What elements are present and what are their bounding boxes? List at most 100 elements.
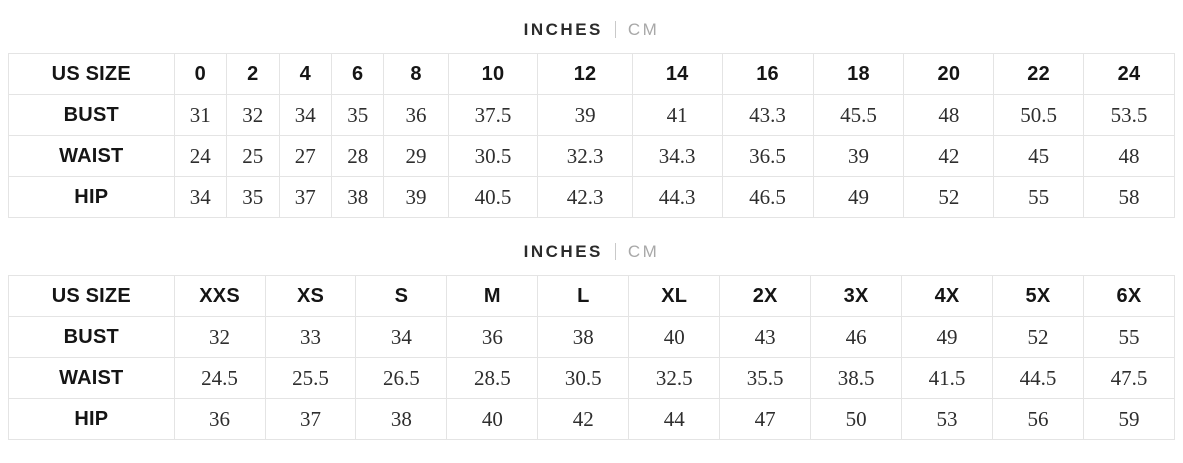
size-header-row: US SIZE XXS XS S M L XL 2X 3X 4X 5X 6X: [8, 275, 1176, 317]
size-column-header: 6X: [1082, 275, 1176, 317]
measurement-value: 44.3: [631, 176, 723, 218]
measurement-row: WAIST 24 25 27 28 29 30.5 32.3 34.3 36.5 39 42 45 48: [8, 135, 1175, 177]
measurement-value: 46.5: [721, 176, 814, 218]
measurement-value: 41: [631, 94, 723, 136]
measurement-value: 39: [383, 176, 449, 218]
measurement-label: BUST: [8, 94, 175, 136]
measurement-value: 32.5: [628, 357, 721, 399]
us-size-header: US SIZE: [8, 275, 175, 317]
size-column-header: S: [355, 275, 448, 317]
size-column-header: 24: [1083, 53, 1175, 95]
measurement-value: 36.5: [721, 135, 814, 177]
measurement-value: 34: [173, 176, 228, 218]
measurement-value: 38: [537, 316, 630, 358]
size-column-header: 20: [903, 53, 995, 95]
measurement-value: 52: [903, 176, 995, 218]
size-column-header: 6: [330, 53, 385, 95]
unit-cm-button[interactable]: CM: [627, 242, 660, 261]
measurement-value: 48: [903, 94, 995, 136]
measurement-value: 36: [383, 94, 449, 136]
alpha-size-table: US SIZE XXS XS S M L XL 2X 3X 4X 5X 6X BUST 32 33 34 36 3…: [8, 275, 1176, 440]
size-column-header: 10: [447, 53, 539, 95]
size-column-header: XXS: [173, 275, 266, 317]
measurement-value: 58: [1083, 176, 1175, 218]
measurement-value: 40: [628, 316, 721, 358]
size-column-header: M: [446, 275, 539, 317]
measurement-value: 47.5: [1082, 357, 1176, 399]
measurement-value: 38.5: [810, 357, 903, 399]
measurement-value: 39: [812, 135, 905, 177]
size-column-header: 16: [721, 53, 814, 95]
measurement-value: 35: [330, 94, 385, 136]
unit-inches-button[interactable]: INCHES: [523, 20, 603, 39]
unit-toggle: INCHES CM: [0, 0, 1183, 53]
unit-toggle: INCHES CM: [0, 218, 1183, 275]
measurement-value: 37: [264, 398, 357, 440]
size-column-header: 22: [993, 53, 1084, 95]
measurement-value: 34: [278, 94, 332, 136]
size-header-row: US SIZE 0 2 4 6 8 10 12 14 16 18 20 22 24: [8, 53, 1175, 95]
measurement-value: 42.3: [537, 176, 633, 218]
measurement-value: 42: [903, 135, 995, 177]
measurement-value: 47: [719, 398, 812, 440]
measurement-value: 49: [901, 316, 994, 358]
measurement-value: 53: [901, 398, 994, 440]
measurement-value: 45.5: [812, 94, 905, 136]
measurement-value: 30.5: [537, 357, 630, 399]
measurement-value: 29: [383, 135, 449, 177]
measurement-value: 28.5: [446, 357, 539, 399]
measurement-value: 25.5: [264, 357, 357, 399]
measurement-value: 43.3: [721, 94, 814, 136]
measurement-value: 42: [537, 398, 630, 440]
measurement-row: HIP 34 35 37 38 39 40.5 42.3 44.3 46.5 49 52 55 58: [8, 176, 1175, 218]
measurement-value: 36: [446, 316, 539, 358]
measurement-value: 39: [537, 94, 633, 136]
measurement-value: 24.5: [173, 357, 266, 399]
measurement-value: 46: [810, 316, 903, 358]
measurement-label: WAIST: [8, 357, 175, 399]
size-column-header: 4: [278, 53, 332, 95]
measurement-value: 40.5: [447, 176, 539, 218]
measurement-value: 53.5: [1083, 94, 1175, 136]
measurement-value: 50: [810, 398, 903, 440]
numeric-size-table: US SIZE 0 2 4 6 8 10 12 14 16 18 20 22 24 BUST 31 32 34 35…: [8, 53, 1175, 218]
size-column-header: XL: [628, 275, 721, 317]
measurement-value: 35: [226, 176, 280, 218]
size-column-header: 2X: [719, 275, 812, 317]
size-column-header: 3X: [810, 275, 903, 317]
measurement-value: 44.5: [992, 357, 1084, 399]
measurement-value: 32: [173, 316, 266, 358]
measurement-value: 55: [1082, 316, 1176, 358]
measurement-value: 27: [278, 135, 332, 177]
measurement-value: 38: [355, 398, 448, 440]
measurement-value: 28: [330, 135, 385, 177]
measurement-value: 36: [173, 398, 266, 440]
measurement-value: 34: [355, 316, 448, 358]
measurement-value: 31: [173, 94, 228, 136]
measurement-value: 48: [1083, 135, 1175, 177]
size-column-header: 4X: [901, 275, 994, 317]
measurement-value: 49: [812, 176, 905, 218]
measurement-value: 52: [992, 316, 1084, 358]
numeric-size-section: INCHES CM US SIZE 0 2 4 6 8 10 12 14 16 18 20 22 24 BUS…: [0, 0, 1183, 218]
measurement-value: 56: [992, 398, 1084, 440]
measurement-value: 35.5: [719, 357, 812, 399]
measurement-value: 25: [226, 135, 280, 177]
measurement-row: BUST 31 32 34 35 36 37.5 39 41 43.3 45.5 48 50.5 53.5: [8, 94, 1175, 136]
unit-divider: [614, 243, 616, 260]
size-column-header: 12: [537, 53, 633, 95]
measurement-value: 45: [993, 135, 1084, 177]
measurement-label: HIP: [8, 398, 175, 440]
measurement-value: 38: [330, 176, 385, 218]
measurement-row: HIP 36 37 38 40 42 44 47 50 53 56 59: [8, 398, 1176, 440]
measurement-value: 37.5: [447, 94, 539, 136]
unit-inches-button[interactable]: INCHES: [523, 242, 603, 261]
measurement-value: 40: [446, 398, 539, 440]
measurement-value: 32.3: [537, 135, 633, 177]
size-column-header: 5X: [992, 275, 1084, 317]
unit-divider: [614, 21, 616, 38]
measurement-value: 30.5: [447, 135, 539, 177]
size-column-header: 18: [812, 53, 905, 95]
unit-cm-button[interactable]: CM: [627, 20, 660, 39]
measurement-value: 24: [173, 135, 228, 177]
